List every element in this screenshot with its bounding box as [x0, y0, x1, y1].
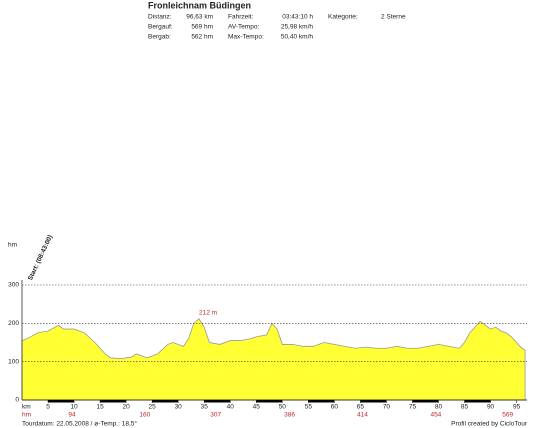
y-tick-label: 300	[8, 282, 19, 289]
start-label: Start: (08:43:00)	[27, 234, 54, 281]
scale-segment	[308, 400, 335, 403]
x-tick-label: 40	[227, 404, 235, 411]
scale-segment	[204, 400, 231, 403]
stat-text: 96,63 km	[186, 14, 213, 21]
stat-text: Fahrzeit:	[228, 14, 253, 21]
y-axis-label: hm	[8, 242, 17, 249]
x-tick-label: 15	[96, 404, 104, 411]
climb-value: 386	[284, 412, 295, 419]
scale-segment	[48, 400, 75, 403]
scale-segment	[360, 400, 387, 403]
stat-text: Kategorie:	[328, 14, 358, 21]
climb-label: hm	[22, 412, 31, 419]
x-tick-label: 30	[175, 404, 183, 411]
x-tick-label: 10	[70, 404, 78, 411]
peak-annotation: 212 m	[199, 309, 217, 316]
stat-text: Max-Tempo:	[228, 34, 264, 41]
x-tick-label: 55	[305, 404, 313, 411]
x-tick-label: 80	[435, 404, 443, 411]
x-tick-label: 75	[409, 404, 417, 411]
scale-segment	[412, 400, 439, 403]
climb-value: 94	[68, 412, 76, 419]
stat-text: Distanz:	[148, 14, 172, 21]
x-tick-label: 95	[513, 404, 521, 411]
stat-text: AV-Tempo:	[228, 24, 260, 31]
y-tick-label: 0	[15, 397, 19, 404]
climb-value: 569	[502, 412, 513, 419]
x-tick-label: 60	[331, 404, 339, 411]
scale-segment	[464, 400, 491, 403]
stat-text: 25,98 km/h	[281, 24, 314, 31]
x-tick-label: 25	[149, 404, 157, 411]
climb-value: 414	[357, 412, 368, 419]
elevation-area	[21, 318, 526, 401]
x-tick-label: 5	[46, 404, 50, 411]
stat-text: 562 hm	[191, 34, 213, 41]
footer-right: Profil created by CicloTour	[451, 421, 528, 428]
x-tick-label: 20	[123, 404, 131, 411]
climb-value: 160	[139, 412, 150, 419]
y-tick-label: 200	[8, 320, 19, 327]
climb-value: 307	[210, 412, 221, 419]
climb-value: 454	[430, 412, 441, 419]
stat-text: 50,40 km/h	[281, 34, 314, 41]
x-tick-label: 70	[383, 404, 391, 411]
stat-text: 2 Sterne	[381, 14, 406, 21]
x-tick-label: 65	[357, 404, 365, 411]
footer-left: Tourdatum: 22.05.2008 / ø-Temp.: 18,5°	[22, 420, 137, 428]
x-axis-label: km	[22, 404, 31, 411]
scale-segment	[152, 400, 179, 403]
x-tick-label: 90	[487, 404, 495, 411]
stat-text: 03:43:10 h	[282, 14, 313, 21]
x-tick-label: 85	[461, 404, 469, 411]
x-tick-label: 45	[253, 404, 261, 411]
stat-text: 569 hm	[191, 24, 213, 31]
stat-text: Bergab:	[148, 34, 171, 41]
y-tick-label: 100	[8, 358, 19, 365]
scale-segment	[256, 400, 283, 403]
x-tick-label: 50	[279, 404, 287, 411]
chart-title: Fronleichnam Büdingen	[148, 0, 251, 10]
scale-segment	[100, 400, 127, 403]
x-tick-label: 35	[201, 404, 209, 411]
stat-text: Bergauf:	[148, 24, 173, 31]
